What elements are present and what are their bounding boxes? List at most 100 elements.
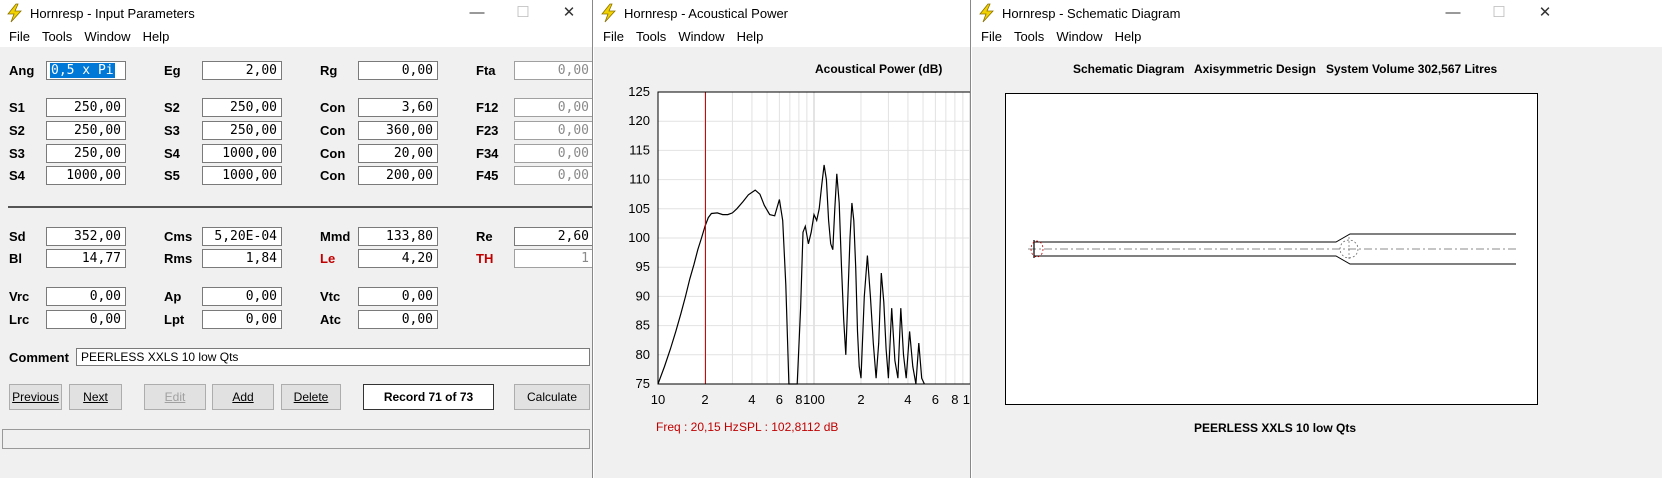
param-label-f34: F34 [476, 146, 499, 161]
acoustical-power-window: Hornresp - Acoustical Power File Tools W… [594, 0, 971, 478]
param-field-mmd[interactable]: 133,80 [358, 227, 438, 246]
calculate-button[interactable]: Calculate [514, 384, 590, 410]
menu-help[interactable]: Help [736, 29, 764, 44]
record-indicator: Record 71 of 73 [363, 384, 494, 410]
param-label-le: Le [320, 251, 336, 266]
menu-bar: File Tools Window Help [0, 26, 592, 48]
param-field-re[interactable]: 2,60 [514, 227, 592, 246]
window-title: Hornresp - Acoustical Power [624, 5, 789, 21]
param-field-f45[interactable]: 0,00 [514, 166, 592, 185]
chart-title: Acoustical Power (dB) [815, 62, 943, 76]
menu-file[interactable]: File [9, 29, 30, 44]
close-icon[interactable]: ✕ [562, 4, 576, 21]
add-button[interactable]: Add [212, 384, 274, 410]
param-field-f34[interactable]: 0,00 [514, 144, 592, 163]
x-tick-label: 6 [932, 392, 939, 407]
param-field-s4[interactable]: 1000,00 [46, 166, 126, 185]
schematic-panel: Schematic Diagram Axisymmetric Design Sy… [972, 48, 1662, 478]
param-field-le[interactable]: 4,20 [358, 249, 438, 268]
delete-button[interactable]: Delete [281, 384, 341, 410]
param-label-s4: S4 [9, 168, 25, 183]
schematic-header: Schematic Diagram Axisymmetric Design Sy… [1073, 62, 1498, 76]
param-label-eg: Eg [164, 63, 181, 78]
menu-window[interactable]: Window [678, 29, 725, 44]
title-bar[interactable]: Hornresp - Schematic Diagram — ☐ ✕ [972, 0, 1662, 26]
param-label-s3: S3 [164, 123, 180, 138]
param-field-sd[interactable]: 352,00 [46, 227, 126, 246]
status-spl: SPL : 102,8112 dB [739, 420, 839, 434]
param-field-con[interactable]: 3,60 [358, 98, 438, 117]
param-field-con[interactable]: 360,00 [358, 121, 438, 140]
param-field-f23[interactable]: 0,00 [514, 121, 592, 140]
param-field-ang[interactable]: 0,5 x Pi [46, 61, 126, 80]
next-button[interactable]: Next [69, 384, 122, 410]
menu-tools[interactable]: Tools [41, 29, 73, 44]
y-tick-label: 75 [636, 376, 650, 391]
param-label-re: Re [476, 229, 493, 244]
menu-tools[interactable]: Tools [635, 29, 667, 44]
edit-button: Edit [144, 384, 206, 410]
horn-schematic [1028, 233, 1516, 265]
param-field-s4[interactable]: 1000,00 [202, 144, 282, 163]
param-field-lpt[interactable]: 0,00 [202, 310, 282, 329]
comment-input[interactable]: PEERLESS XXLS 10 low Qts [76, 348, 590, 366]
param-field-lrc[interactable]: 0,00 [46, 310, 126, 329]
menu-window[interactable]: Window [1056, 29, 1103, 44]
maximize-icon: ☐ [516, 4, 530, 21]
minimize-icon[interactable]: — [469, 4, 485, 21]
param-field-con[interactable]: 20,00 [358, 144, 438, 163]
param-field-ap[interactable]: 0,00 [202, 287, 282, 306]
hornresp-logo-icon [979, 3, 994, 23]
menu-tools[interactable]: Tools [1013, 29, 1045, 44]
param-label-lpt: Lpt [164, 312, 185, 327]
param-field-cms[interactable]: 5,20E-04 [202, 227, 282, 246]
x-tick-label: 10 [651, 392, 665, 407]
param-label-con: Con [320, 168, 346, 183]
param-field-vtc[interactable]: 0,00 [358, 287, 438, 306]
param-label-con: Con [320, 146, 346, 161]
param-field-rms[interactable]: 1,84 [202, 249, 282, 268]
param-label-mmd: Mmd [320, 229, 351, 244]
previous-button[interactable]: Previous [9, 384, 62, 410]
param-field-fta[interactable]: 0,00 [514, 61, 592, 80]
y-tick-label: 105 [628, 201, 650, 216]
y-tick-label: 85 [636, 318, 650, 333]
menu-help[interactable]: Help [1114, 29, 1142, 44]
title-bar[interactable]: Hornresp - Acoustical Power [594, 0, 970, 26]
param-field-th[interactable]: 1 [514, 249, 592, 268]
menu-file[interactable]: File [603, 29, 624, 44]
param-field-s3[interactable]: 250,00 [46, 144, 126, 163]
param-field-con[interactable]: 200,00 [358, 166, 438, 185]
param-field-s2[interactable]: 250,00 [46, 121, 126, 140]
title-bar[interactable]: Hornresp - Input Parameters — ☐ ✕ [0, 0, 592, 26]
param-field-rg[interactable]: 0,00 [358, 61, 438, 80]
param-field-s2[interactable]: 250,00 [202, 98, 282, 117]
param-field-bl[interactable]: 14,77 [46, 249, 126, 268]
param-field-atc[interactable]: 0,00 [358, 310, 438, 329]
param-label-s2: S2 [9, 123, 25, 138]
param-label-s4: S4 [164, 146, 180, 161]
param-label-s2: S2 [164, 100, 180, 115]
maximize-icon: ☐ [1492, 4, 1506, 21]
param-label-ang: Ang [9, 63, 35, 78]
minimize-icon[interactable]: — [1445, 4, 1461, 21]
param-label-s3: S3 [9, 146, 25, 161]
y-tick-label: 100 [628, 230, 650, 245]
menu-help[interactable]: Help [142, 29, 170, 44]
param-field-vrc[interactable]: 0,00 [46, 287, 126, 306]
param-label-f12: F12 [476, 100, 499, 115]
param-field-s1[interactable]: 250,00 [46, 98, 126, 117]
param-field-eg[interactable]: 2,00 [202, 61, 282, 80]
param-field-f12[interactable]: 0,00 [514, 98, 592, 117]
menu-file[interactable]: File [981, 29, 1002, 44]
status-bar [2, 429, 590, 449]
menu-window[interactable]: Window [84, 29, 131, 44]
param-label-atc: Atc [320, 312, 341, 327]
x-tick-label: 4 [748, 392, 755, 407]
param-field-s3[interactable]: 250,00 [202, 121, 282, 140]
x-tick-label: 8 [795, 392, 802, 407]
param-field-s5[interactable]: 1000,00 [202, 166, 282, 185]
y-tick-label: 90 [636, 288, 650, 303]
close-icon[interactable]: ✕ [1538, 4, 1552, 21]
